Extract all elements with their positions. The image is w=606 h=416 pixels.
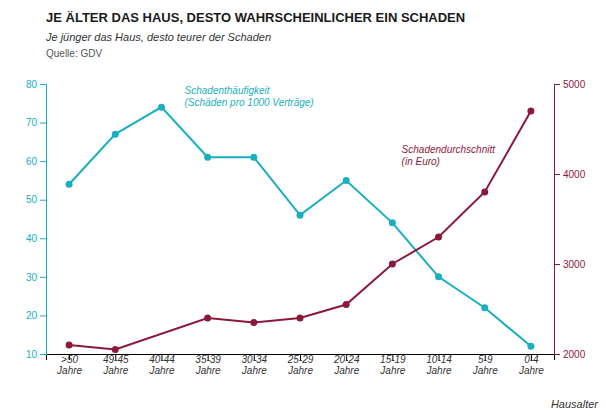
x-tick: 20-24Jahre xyxy=(333,354,360,376)
y-tick: 50 xyxy=(26,194,46,205)
y-tick: 80 xyxy=(26,79,46,90)
series-label: Schadenthäufigkeit(Schäden pro 1000 Vert… xyxy=(185,85,314,108)
y-tick-mark xyxy=(40,84,46,85)
series-point xyxy=(112,131,119,138)
y-tick-mark xyxy=(40,354,46,355)
x-tick-label: 0-4Jahre xyxy=(518,354,544,376)
x-tick: >50Jahre xyxy=(56,354,82,376)
x-tick-label: 20-24Jahre xyxy=(333,354,360,376)
y-tick: 40 xyxy=(26,233,46,244)
series-point xyxy=(343,177,350,184)
x-tick: 0-4Jahre xyxy=(518,354,544,376)
series-point xyxy=(343,301,350,308)
series-point xyxy=(297,315,304,322)
source: Quelle: GDV xyxy=(46,48,102,59)
x-tick-label: 40-44Jahre xyxy=(148,354,175,376)
series-point xyxy=(204,315,211,322)
y-tick: 20 xyxy=(26,310,46,321)
y2-tick-mark xyxy=(554,354,560,355)
y2-tick-label: 5000 xyxy=(563,79,586,90)
y-tick-label: 10 xyxy=(26,349,38,360)
series-point xyxy=(297,212,304,219)
y-tick-mark xyxy=(40,238,46,239)
y2-tick: 3000 xyxy=(554,259,586,270)
y2-tick-label: 2000 xyxy=(563,349,586,360)
y-tick: 60 xyxy=(26,156,46,167)
y2-tick: 4000 xyxy=(554,169,586,180)
series-point xyxy=(389,261,396,268)
series-point xyxy=(250,154,257,161)
x-axis: >50Jahre 49-45Jahre 40-44Jahre 35-39Jahre 30… xyxy=(47,354,555,376)
x-tick: 5-9Jahre xyxy=(472,354,498,376)
y-tick-mark xyxy=(40,161,46,162)
x-tick-label: 5-9Jahre xyxy=(472,354,498,376)
x-tick: 40-44Jahre xyxy=(148,354,175,376)
y2-tick: 2000 xyxy=(554,349,586,360)
y-tick: 10 xyxy=(26,349,46,360)
y-tick-label: 40 xyxy=(26,233,38,244)
series-point xyxy=(250,319,257,326)
y2-tick-label: 3000 xyxy=(563,259,586,270)
series-point xyxy=(66,181,73,188)
series-point xyxy=(527,343,534,350)
x-tick: 35-39Jahre xyxy=(195,354,222,376)
y-tick-label: 80 xyxy=(26,79,38,90)
x-tick: 30-34Jahre xyxy=(241,354,268,376)
y2-tick-mark xyxy=(554,264,560,265)
y-tick-mark xyxy=(40,123,46,124)
y-tick-label: 50 xyxy=(26,194,38,205)
series-point xyxy=(527,108,534,115)
x-tick-label: 30-34Jahre xyxy=(241,354,268,376)
marks xyxy=(66,104,535,353)
y-tick: 70 xyxy=(26,117,46,128)
x-tick: 15-19Jahre xyxy=(379,354,406,376)
series-point xyxy=(435,234,442,241)
series-point xyxy=(481,189,488,196)
y2-tick-mark xyxy=(554,174,560,175)
y-tick-label: 60 xyxy=(26,156,38,167)
title: JE ÄLTER DAS HAUS, DESTO WAHRSCHEINLICHE… xyxy=(46,10,465,25)
y-tick-mark xyxy=(40,315,46,316)
x-tick: 25-29Jahre xyxy=(287,354,314,376)
x-tick-label: >50Jahre xyxy=(56,354,82,376)
series-point xyxy=(481,304,488,311)
y-tick: 30 xyxy=(26,272,46,283)
series-point xyxy=(158,104,165,111)
y-tick-label: 20 xyxy=(26,310,38,321)
x-tick-label: 35-39Jahre xyxy=(195,354,222,376)
plot: >50Jahre 49-45Jahre 40-44Jahre 35-39Jahre 30… xyxy=(26,79,586,376)
series-line xyxy=(69,111,531,350)
x-tick: 49-45Jahre xyxy=(102,354,129,376)
x-tick-label: 49-45Jahre xyxy=(102,354,129,376)
series-point xyxy=(66,342,73,349)
y2-tick-label: 4000 xyxy=(563,169,586,180)
subtitle: Je jünger das Haus, desto teurer der Sch… xyxy=(45,31,271,43)
x-tick-label: 15-19Jahre xyxy=(379,354,406,376)
x-tick: 10-14Jahre xyxy=(426,354,453,376)
y-tick-label: 70 xyxy=(26,117,38,128)
y-tick-label: 30 xyxy=(26,272,38,283)
y2-tick-mark xyxy=(554,84,560,85)
series-line xyxy=(69,107,531,346)
y-axis: 10 20 30 40 50 60 70 80 xyxy=(26,79,47,360)
series-point xyxy=(389,219,396,226)
y-axis-line xyxy=(40,85,47,355)
y2-axis: 2000 3000 4000 5000 xyxy=(554,79,586,360)
series-label: Schadendurchschnitt(in Euro) xyxy=(402,144,497,167)
series-point xyxy=(112,346,119,353)
x-tick-label: 25-29Jahre xyxy=(287,354,314,376)
y2-tick: 5000 xyxy=(554,79,586,90)
y2-axis-line xyxy=(555,85,561,355)
y-tick-mark xyxy=(40,277,46,278)
chart: JE ÄLTER DAS HAUS, DESTO WAHRSCHEINLICHE… xyxy=(0,0,606,416)
series-point xyxy=(204,154,211,161)
x-tick-label: 10-14Jahre xyxy=(426,354,453,376)
y-tick-mark xyxy=(40,200,46,201)
x-axis-title: Hausalter xyxy=(551,398,599,410)
series-point xyxy=(435,273,442,280)
